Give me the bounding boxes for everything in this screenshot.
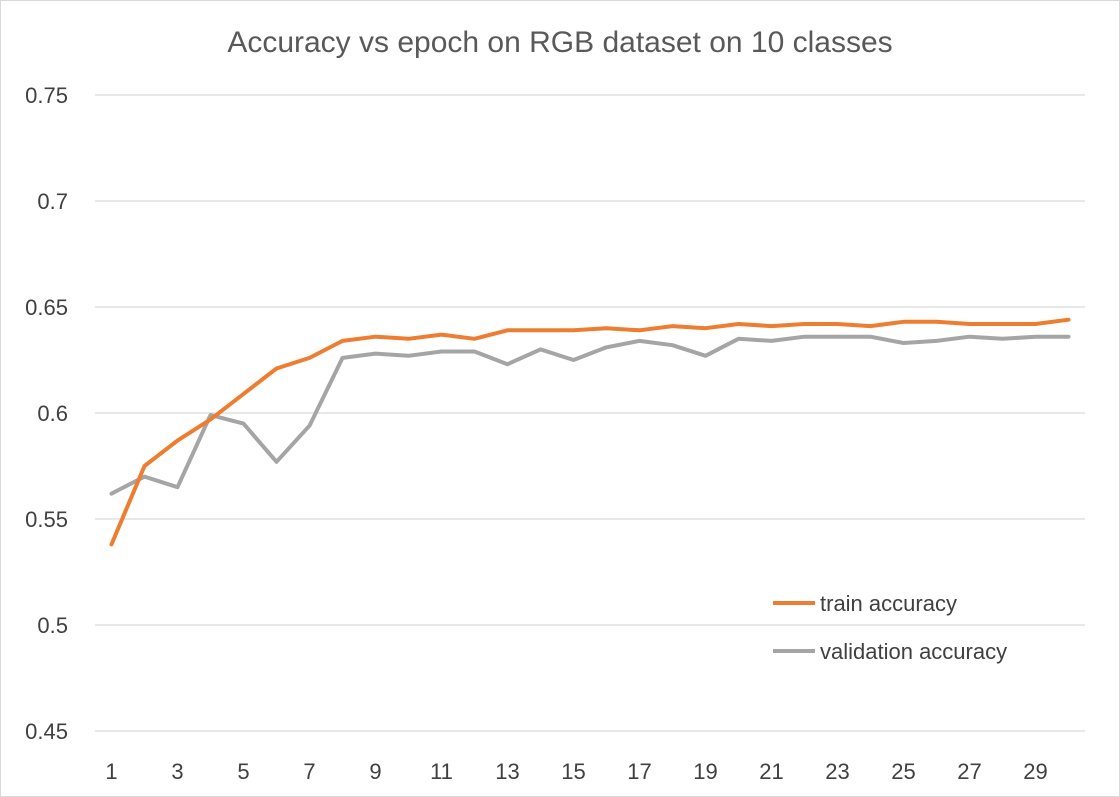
x-axis-tick-labels: 1 3 5 7 9 11 13 15 17 19 21 23 25 27 29 — [105, 759, 1047, 784]
train-accuracy-line — [109, 317, 1071, 547]
x-tick-label: 17 — [627, 759, 651, 784]
x-tick-label: 23 — [825, 759, 849, 784]
y-tick-label: 0.5 — [37, 613, 68, 638]
chart-title: Accuracy vs epoch on RGB dataset on 10 c… — [227, 26, 892, 59]
x-tick-label: 7 — [303, 759, 315, 784]
x-tick-label: 1 — [105, 759, 117, 784]
y-tick-label: 0.55 — [25, 507, 68, 532]
x-tick-label: 27 — [957, 759, 981, 784]
x-tick-label: 13 — [495, 759, 519, 784]
legend-train-label: train accuracy — [820, 591, 957, 616]
x-tick-label: 15 — [561, 759, 585, 784]
x-tick-label: 19 — [693, 759, 717, 784]
x-tick-label: 9 — [369, 759, 381, 784]
y-tick-label: 0.7 — [37, 189, 68, 214]
legend: train accuracy validation accuracy — [773, 591, 1007, 664]
y-axis-tick-labels: 0.45 0.5 0.55 0.6 0.65 0.7 0.75 — [25, 83, 68, 744]
x-tick-label: 3 — [171, 759, 183, 784]
y-tick-label: 0.65 — [25, 295, 68, 320]
x-tick-label: 5 — [237, 759, 249, 784]
y-tick-label: 0.45 — [25, 719, 68, 744]
series-lines — [109, 317, 1071, 547]
x-tick-label: 25 — [891, 759, 915, 784]
gridlines — [95, 94, 1085, 732]
legend-validation-label: validation accuracy — [820, 639, 1007, 664]
x-tick-label: 29 — [1023, 759, 1047, 784]
x-tick-label: 21 — [759, 759, 783, 784]
validation-accuracy-line — [109, 334, 1071, 496]
x-tick-label: 11 — [430, 759, 453, 784]
y-tick-label: 0.75 — [25, 83, 68, 108]
y-tick-label: 0.6 — [37, 401, 68, 426]
